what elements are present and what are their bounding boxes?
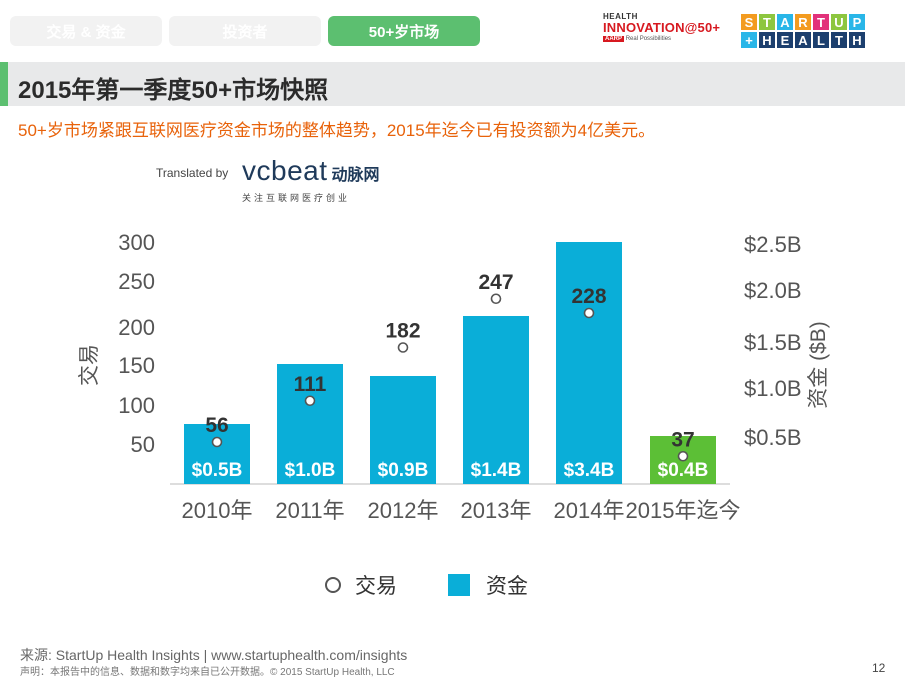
left-axis-tick: 200 <box>118 315 155 340</box>
bar-0 <box>184 424 250 484</box>
deal-point <box>211 436 223 448</box>
bar-value-label: $0.4B <box>658 460 709 481</box>
legend-deals: 交易 <box>325 570 397 600</box>
right-axis-tick: $1.5B <box>744 330 802 355</box>
legend-funding: 资金 <box>448 570 528 600</box>
left-axis-tick: 100 <box>118 393 155 418</box>
startup-health-logo-top: S T A R T U P <box>741 14 865 30</box>
category-labels-layer: 2010年 2011年 2012年 2013年 2014年 2015年迄今 <box>182 498 741 523</box>
left-axis-label: 交易 <box>78 344 101 386</box>
page-title: 2015年第一季度50+市场快照 <box>18 77 329 104</box>
bar-value-label: $1.4B <box>471 460 522 481</box>
deal-value-label: 37 <box>671 428 694 451</box>
left-axis-tick: 300 <box>118 230 155 255</box>
logo-hi-line3: AARP Real Possibilities <box>603 36 723 42</box>
category-label: 2013年 <box>461 498 532 523</box>
logo-cell: P <box>849 14 865 30</box>
category-label: 2014年 <box>554 498 625 523</box>
bar-value-label: $0.5B <box>192 460 243 481</box>
right-axis-tick: $2.0B <box>744 278 802 303</box>
bar-value-label: $3.4B <box>564 460 615 481</box>
aarp-badge: AARP <box>603 36 625 42</box>
startup-health-logo-bottom: + H E A L T H <box>741 32 865 48</box>
deal-point <box>583 307 595 319</box>
right-axis-tick: $0.5B <box>744 425 802 450</box>
deal-point <box>490 293 502 305</box>
vcbeat-logo: vcbeat 动脉网 关注互联网医疗创业 <box>242 155 380 203</box>
deal-value-label: 56 <box>205 414 228 437</box>
health-innovation-logo: HEALTH INNOVATION@50+ AARP Real Possibil… <box>603 12 723 52</box>
logo-cell: R <box>795 14 811 30</box>
page-number: 12 <box>872 661 886 675</box>
deal-point <box>677 450 689 462</box>
left-axis-tick: 50 <box>131 432 155 457</box>
logo-cell: A <box>777 14 793 30</box>
category-label: 2015年迄今 <box>626 498 741 523</box>
logo-cell: L <box>813 32 829 48</box>
disclaimer: 声明：本报告中的信息、数据和数字均来自已公开数据。© 2015 StartUp … <box>20 667 395 678</box>
logo-cell: S <box>741 14 757 30</box>
source-line: 来源: StartUp Health Insights | www.startu… <box>20 647 408 663</box>
points-layer: 56 111 182 247 228 37 <box>205 271 695 462</box>
logo-hi-line2: INNOVATION@50+ <box>603 20 721 35</box>
legend-funding-marker <box>448 574 470 596</box>
category-label: 2012年 <box>368 498 439 523</box>
logo-cell: T <box>831 32 847 48</box>
logo-cell: T <box>759 14 775 30</box>
legend-deals-marker <box>325 577 341 593</box>
title-band: 2015年第一季度50+市场快照 <box>0 62 905 106</box>
vcbeat-tagline: 关注互联网医疗创业 <box>242 193 351 203</box>
bar-4 <box>556 242 622 484</box>
right-axis-label: 资金 ($B) <box>807 321 830 409</box>
vcbeat-cn: 动脉网 <box>331 167 380 184</box>
deal-value-label: 182 <box>385 320 420 343</box>
bar-5 <box>650 436 716 484</box>
left-axis-ticks: 300 250 200 150 100 50 <box>118 230 155 457</box>
translated-by-label: Translated by <box>156 166 229 180</box>
legend-funding-label: 资金 <box>486 575 528 598</box>
deal-point <box>304 395 316 407</box>
tab-50plus-market[interactable]: 50+岁市场 <box>328 16 480 46</box>
logo-hi-line1: HEALTH <box>603 12 638 21</box>
category-label: 2011年 <box>275 498 344 523</box>
logo-cell: + <box>741 32 757 48</box>
logo-cell: U <box>831 14 847 30</box>
title-accent-bar <box>0 62 8 106</box>
logo-cell: H <box>849 32 865 48</box>
vcbeat-word: vcbeat <box>242 155 328 186</box>
bar-3 <box>463 316 529 484</box>
right-axis-tick: $1.0B <box>744 376 802 401</box>
tab-investors[interactable]: 投资者 <box>169 16 321 46</box>
logo-cell: A <box>795 32 811 48</box>
category-label: 2010年 <box>182 498 253 523</box>
deal-value-label: 247 <box>478 271 513 294</box>
subtitle: 50+岁市场紧跟互联网医疗资金市场的整体趋势，2015年迄今已有投资额为4亿美元… <box>18 121 656 140</box>
deal-point <box>397 342 409 353</box>
bar-1 <box>277 364 343 484</box>
deal-value-label: 111 <box>294 373 327 396</box>
bar-value-label: $0.9B <box>378 460 429 481</box>
bar-2 <box>370 376 436 484</box>
logo-cell: E <box>777 32 793 48</box>
legend-deals-label: 交易 <box>355 575 397 598</box>
bar-value-label: $1.0B <box>285 460 336 481</box>
logo-cell: T <box>813 14 829 30</box>
left-axis-tick: 250 <box>118 269 155 294</box>
right-axis-ticks: $2.5B $2.0B $1.5B $1.0B $0.5B <box>744 232 802 450</box>
bars-layer <box>184 242 716 484</box>
logo-cell: H <box>759 32 775 48</box>
bar-labels-layer: $0.5B $1.0B $0.9B $1.4B $3.4B $0.4B <box>192 460 709 481</box>
left-axis-tick: 150 <box>118 353 155 378</box>
right-axis-tick: $2.5B <box>744 232 802 257</box>
logo-hi-tagline: Real Possibilities <box>625 36 672 42</box>
deal-value-label: 228 <box>571 285 606 308</box>
tab-deals-funding[interactable]: 交易 & 资金 <box>10 16 162 46</box>
